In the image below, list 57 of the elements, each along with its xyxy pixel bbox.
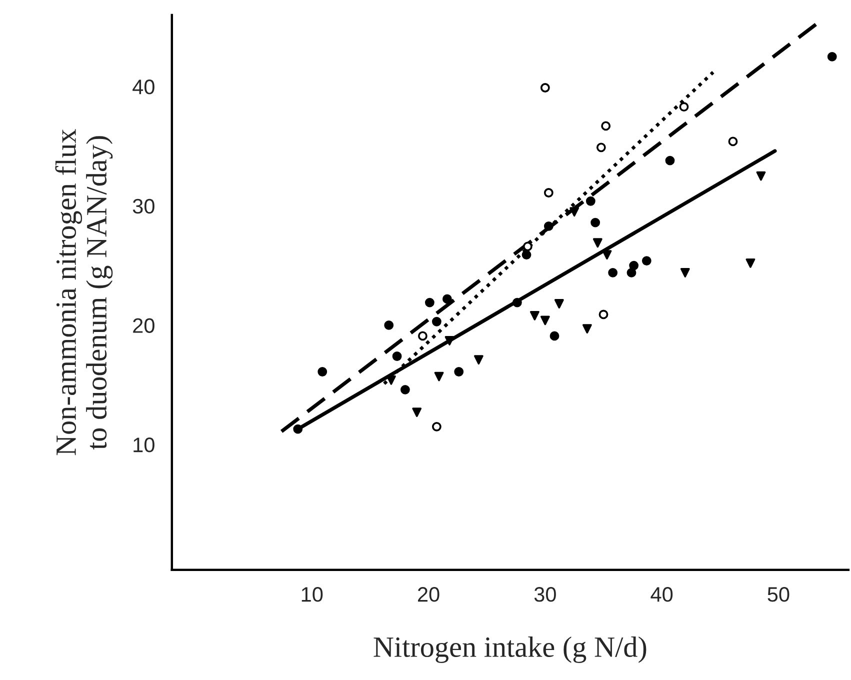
point xyxy=(554,299,564,308)
x-tick-label: 20 xyxy=(418,587,440,602)
point xyxy=(432,316,442,326)
point xyxy=(679,102,689,112)
y-tick-label: 30 xyxy=(132,198,154,214)
point xyxy=(540,83,550,92)
point xyxy=(596,142,606,152)
x-axis-title: Nitrogen intake (g N/d) xyxy=(374,636,646,664)
point xyxy=(550,331,560,341)
point xyxy=(665,156,675,166)
point xyxy=(512,298,522,308)
point xyxy=(412,408,422,418)
point xyxy=(642,256,652,266)
point xyxy=(590,218,600,228)
point xyxy=(680,268,690,278)
point xyxy=(400,384,410,394)
point xyxy=(392,352,402,361)
y-axis-title: Non-ammonia nitrogen flux to duodenum (g NAN/day) xyxy=(55,129,113,456)
point xyxy=(442,294,452,304)
point xyxy=(444,336,454,346)
point xyxy=(522,242,532,252)
x-tick-label: 30 xyxy=(534,587,556,602)
x-tick-label: 50 xyxy=(768,587,790,602)
point xyxy=(424,298,434,308)
point xyxy=(540,316,550,326)
point xyxy=(601,121,611,131)
point xyxy=(544,221,554,231)
point xyxy=(386,375,396,385)
point xyxy=(629,260,639,270)
point xyxy=(827,52,837,62)
x-tick-label: 40 xyxy=(650,587,673,602)
point xyxy=(522,250,532,260)
point xyxy=(746,258,756,268)
point xyxy=(432,422,442,432)
point xyxy=(756,171,766,181)
point xyxy=(418,331,428,341)
point xyxy=(608,268,618,278)
y-tick-label: 10 xyxy=(134,438,154,452)
point xyxy=(602,250,612,260)
y-tick-label: 20 xyxy=(133,318,154,333)
point xyxy=(474,355,484,365)
y-tick-label: 40 xyxy=(132,80,154,94)
point xyxy=(384,320,394,330)
point xyxy=(434,372,444,382)
point xyxy=(318,367,328,376)
point xyxy=(293,424,303,434)
point xyxy=(728,136,738,146)
point xyxy=(570,207,580,217)
point xyxy=(626,268,636,278)
point xyxy=(586,196,596,206)
point xyxy=(530,310,540,320)
point xyxy=(598,310,608,320)
point xyxy=(582,324,592,334)
point xyxy=(544,188,554,198)
point xyxy=(454,367,464,376)
x-tick-label: 10 xyxy=(302,587,323,602)
point xyxy=(592,238,602,248)
